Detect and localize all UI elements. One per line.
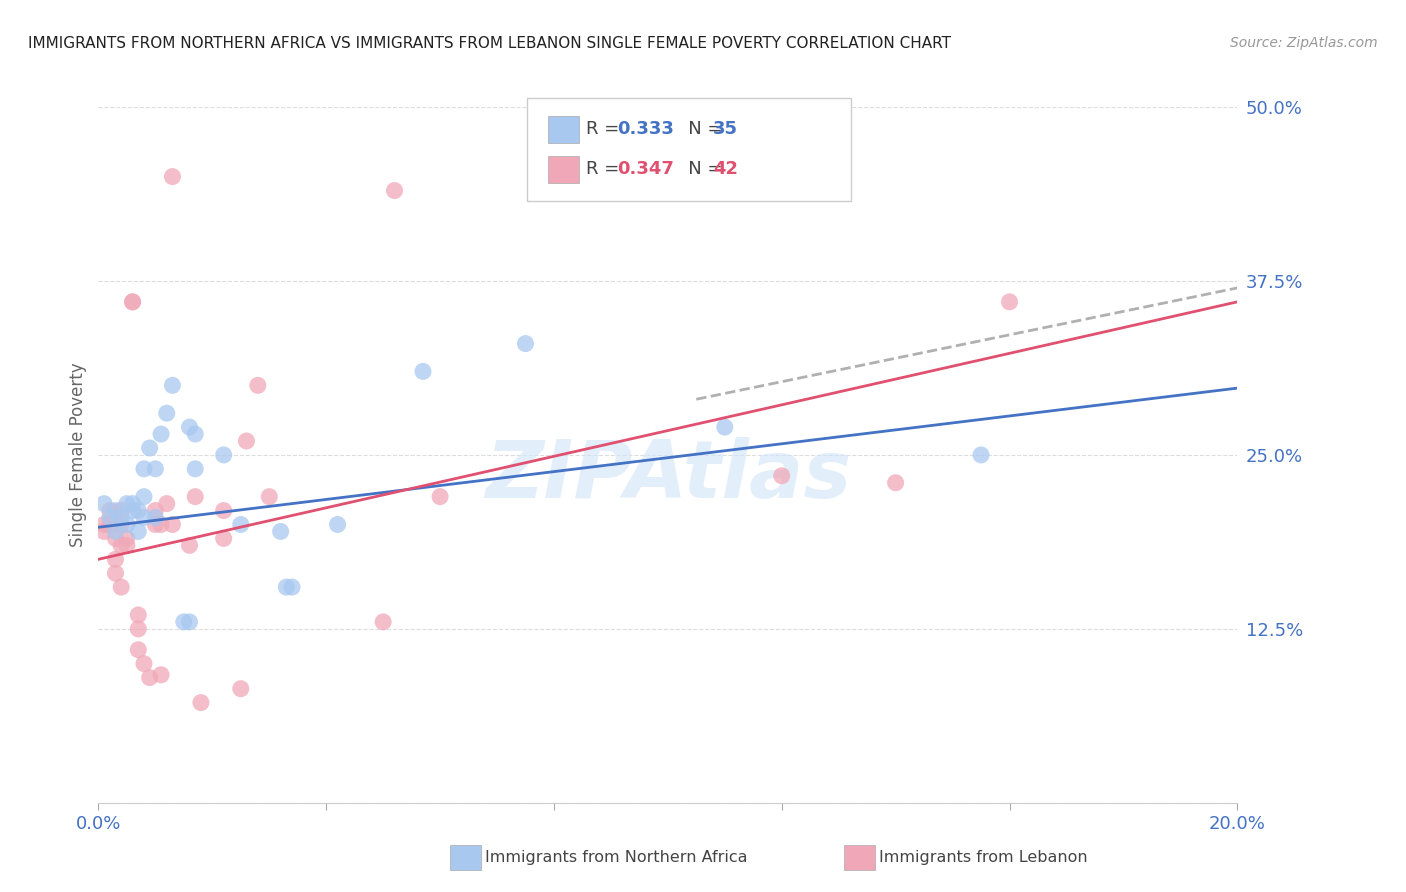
Point <box>145 517 167 532</box>
Point <box>110 503 132 517</box>
Point <box>173 615 195 629</box>
Point <box>104 503 127 517</box>
Point <box>184 427 207 442</box>
Point <box>884 475 907 490</box>
Point <box>121 294 143 309</box>
Point <box>104 532 127 546</box>
Point <box>110 580 132 594</box>
Point <box>115 517 138 532</box>
Point <box>156 406 179 420</box>
Text: R =: R = <box>586 120 626 138</box>
Text: Immigrants from Lebanon: Immigrants from Lebanon <box>879 850 1087 864</box>
Point <box>145 503 167 517</box>
Point <box>127 622 149 636</box>
Point <box>246 378 269 392</box>
Point <box>384 184 406 198</box>
Point <box>93 517 115 532</box>
Point <box>104 566 127 581</box>
Point <box>121 503 143 517</box>
Point <box>138 671 160 685</box>
Point <box>115 532 138 546</box>
Point <box>162 517 184 532</box>
Text: N =: N = <box>671 120 728 138</box>
Point <box>132 657 155 671</box>
Point <box>121 294 143 309</box>
Point <box>190 696 212 710</box>
Point <box>127 607 149 622</box>
Point <box>229 517 252 532</box>
Point <box>259 490 281 504</box>
Text: ZIPAtlas: ZIPAtlas <box>485 437 851 515</box>
Point <box>714 420 737 434</box>
Point <box>132 462 155 476</box>
Point <box>235 434 257 448</box>
Point <box>162 378 184 392</box>
Point <box>110 538 132 552</box>
Point <box>373 615 395 629</box>
Point <box>115 497 138 511</box>
Text: N =: N = <box>671 161 728 178</box>
Text: 0.333: 0.333 <box>617 120 673 138</box>
Point <box>326 517 349 532</box>
Text: Source: ZipAtlas.com: Source: ZipAtlas.com <box>1230 36 1378 50</box>
Point <box>110 510 132 524</box>
Point <box>104 524 127 539</box>
Text: 0.347: 0.347 <box>617 161 673 178</box>
Point <box>770 468 793 483</box>
Point <box>150 517 173 532</box>
Point <box>127 642 149 657</box>
Point <box>412 364 434 378</box>
Point <box>127 503 149 517</box>
Point <box>162 169 184 184</box>
Point <box>93 497 115 511</box>
Point <box>179 615 201 629</box>
Point <box>270 524 292 539</box>
Point <box>145 510 167 524</box>
Text: IMMIGRANTS FROM NORTHERN AFRICA VS IMMIGRANTS FROM LEBANON SINGLE FEMALE POVERTY: IMMIGRANTS FROM NORTHERN AFRICA VS IMMIG… <box>28 36 950 51</box>
Text: Immigrants from Northern Africa: Immigrants from Northern Africa <box>485 850 748 864</box>
Point <box>184 462 207 476</box>
Point <box>138 441 160 455</box>
Point <box>429 490 451 504</box>
Point <box>212 448 235 462</box>
Point <box>98 517 121 532</box>
Point <box>121 497 143 511</box>
Text: 35: 35 <box>713 120 738 138</box>
Point <box>156 497 179 511</box>
Point <box>276 580 298 594</box>
Point <box>179 420 201 434</box>
Point <box>127 524 149 539</box>
Y-axis label: Single Female Poverty: Single Female Poverty <box>69 363 87 547</box>
Point <box>212 503 235 517</box>
Point <box>98 503 121 517</box>
Point <box>150 427 173 442</box>
Point <box>515 336 537 351</box>
Point <box>145 462 167 476</box>
Text: R =: R = <box>586 161 626 178</box>
Point <box>110 517 132 532</box>
Point <box>132 510 155 524</box>
Point <box>281 580 304 594</box>
Point <box>229 681 252 696</box>
Point <box>184 490 207 504</box>
Point <box>104 552 127 566</box>
Point <box>132 490 155 504</box>
Point <box>93 524 115 539</box>
Point <box>98 510 121 524</box>
Point <box>998 294 1021 309</box>
Point <box>212 532 235 546</box>
Point <box>179 538 201 552</box>
Point <box>970 448 993 462</box>
Point <box>150 667 173 681</box>
Text: 42: 42 <box>713 161 738 178</box>
Point <box>115 538 138 552</box>
